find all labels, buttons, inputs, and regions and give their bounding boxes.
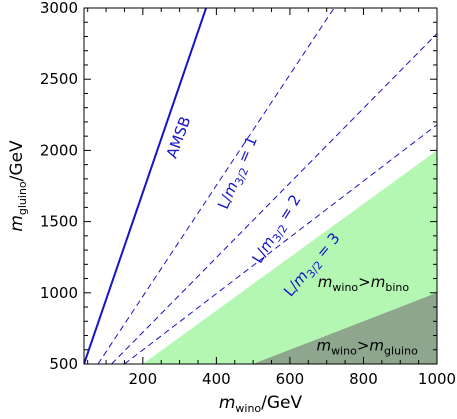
series-line-amsb <box>84 8 208 364</box>
x-axis-title: mwino/GeV <box>219 393 303 415</box>
y-axis-title: mgluino/GeV <box>7 140 29 232</box>
region-label-wino-gt-bino: mwino>mbino <box>318 273 410 294</box>
x-tick-label: 400 <box>202 370 231 388</box>
y-tick-label: 1000 <box>40 284 78 302</box>
ticks-group: 200 400 600 800 1000 500 1000 1500 2000 2500 3000 <box>40 0 456 388</box>
x-tick-label: 800 <box>349 370 378 388</box>
plot-frame <box>83 7 438 365</box>
y-tick-label: 1500 <box>40 213 78 231</box>
x-tick-label: 200 <box>129 370 158 388</box>
x-tick-label: 600 <box>276 370 305 388</box>
y-tick-label: 3000 <box>40 0 78 17</box>
series-label-l1: L/m3/2 = 1 <box>214 134 264 213</box>
series-line-l1 <box>97 8 335 364</box>
axis-titles-group: mwino/GeV mgluino/GeV <box>7 140 303 415</box>
region-label-wino-gt-gluino: mwino>mgluino <box>316 336 418 357</box>
region-wino-gt-gluino <box>253 292 437 364</box>
region-wino-gt-bino <box>142 150 437 364</box>
series-line-l2 <box>111 33 437 364</box>
y-tick-label: 2500 <box>40 70 78 88</box>
series-group <box>84 8 437 364</box>
y-tick-label: 500 <box>49 355 78 373</box>
regions-group <box>142 150 437 364</box>
y-tick-label: 2000 <box>40 141 78 159</box>
series-line-l3 <box>124 124 437 364</box>
x-tick-label: 1000 <box>418 370 456 388</box>
